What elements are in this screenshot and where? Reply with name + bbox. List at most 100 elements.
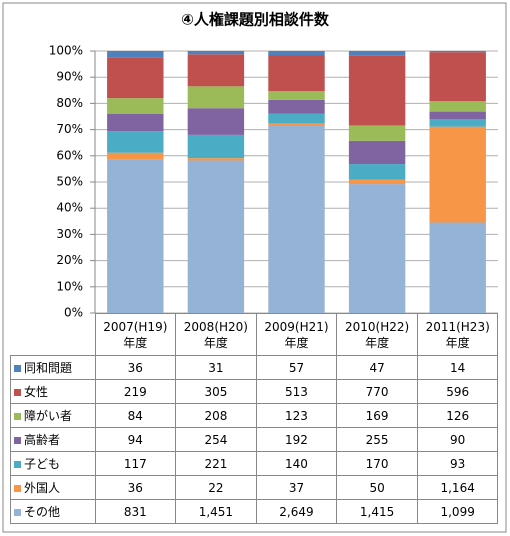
table-cell: 1,164 bbox=[416, 475, 499, 500]
legend-entry: 子ども bbox=[10, 451, 96, 476]
legend-key bbox=[14, 461, 21, 468]
table-cell: 50 bbox=[336, 475, 418, 500]
legend-entry: 同和問題 bbox=[10, 355, 96, 380]
bar-segment bbox=[107, 152, 164, 160]
bar-segment bbox=[187, 160, 245, 313]
bar-segment bbox=[268, 55, 325, 92]
table-cell: 219 bbox=[94, 379, 177, 404]
legend-key bbox=[14, 509, 21, 516]
table-cell: 170 bbox=[336, 451, 418, 476]
y-tick-label: 80% bbox=[56, 96, 83, 110]
legend-entry: その他 bbox=[10, 499, 96, 524]
bar-segment bbox=[429, 119, 486, 127]
bar-segment bbox=[268, 91, 325, 100]
table-cell: 1,415 bbox=[336, 499, 418, 524]
y-tick-label: 10% bbox=[56, 279, 83, 293]
data-table: 2007(H19) 年度 2008(H20) 年度 2009(H21) 年度 2010… bbox=[10, 313, 499, 524]
bar-segment bbox=[348, 179, 406, 185]
legend-key bbox=[14, 485, 21, 492]
table-cell: 14 bbox=[416, 355, 499, 380]
table-cell: 57 bbox=[255, 355, 338, 380]
y-tick-label: 40% bbox=[56, 201, 83, 215]
legend-label: 同和問題 bbox=[24, 361, 73, 375]
bar-segment bbox=[107, 159, 164, 313]
table-cell: 36 bbox=[94, 355, 177, 380]
bar-segment bbox=[429, 51, 486, 53]
x-tick-label: 2009(H21) 年度 bbox=[255, 313, 338, 356]
table-row: 女性 219 305 513 770 596 bbox=[10, 379, 499, 404]
table-cell: 117 bbox=[94, 451, 177, 476]
bar-segment bbox=[268, 99, 325, 114]
bar-segment bbox=[268, 123, 325, 126]
bar-segment bbox=[348, 125, 406, 141]
bar-segment bbox=[107, 57, 164, 99]
table-cell: 1,099 bbox=[416, 499, 499, 524]
bar-segment bbox=[187, 108, 245, 135]
legend-label: 女性 bbox=[24, 385, 49, 399]
table-cell: 596 bbox=[416, 379, 499, 404]
table-cell: 770 bbox=[336, 379, 418, 404]
y-tick-label: 50% bbox=[56, 175, 83, 189]
table-cell: 90 bbox=[416, 427, 499, 452]
table-row: 同和問題 36 31 57 47 14 bbox=[10, 355, 499, 380]
table-row: 外国人 36 22 37 50 1,164 bbox=[10, 475, 499, 500]
x-tick-label: 2008(H20) 年度 bbox=[175, 313, 257, 356]
table-row: 子ども 117 221 140 170 93 bbox=[10, 451, 499, 476]
bar-segment bbox=[187, 86, 245, 109]
legend-key bbox=[14, 389, 21, 396]
legend-label: その他 bbox=[24, 505, 61, 519]
bar-segment bbox=[348, 184, 406, 313]
legend-key bbox=[14, 413, 21, 420]
bar-segment bbox=[429, 111, 486, 120]
table-cell: 126 bbox=[416, 403, 499, 428]
y-tick-label: 100% bbox=[49, 44, 83, 58]
bar-segment bbox=[187, 54, 245, 87]
table-cell: 84 bbox=[94, 403, 177, 428]
table-cell: 47 bbox=[336, 355, 418, 380]
legend-label: 高齢者 bbox=[24, 433, 61, 447]
x-tick-label: 2007(H19) 年度 bbox=[94, 313, 177, 356]
x-tick-label: 2010(H22) 年度 bbox=[336, 313, 418, 356]
legend-label: 外国人 bbox=[24, 481, 61, 495]
legend-key bbox=[14, 437, 21, 444]
legend-entry: 高齢者 bbox=[10, 427, 96, 452]
table-cell: 31 bbox=[175, 355, 257, 380]
y-tick-label: 20% bbox=[56, 253, 83, 267]
table-row: その他 831 1,451 2,649 1,415 1,099 bbox=[10, 499, 499, 524]
bar-segment bbox=[107, 51, 164, 58]
table-cell: 255 bbox=[336, 427, 418, 452]
table-cell: 831 bbox=[94, 499, 177, 524]
bar-segment bbox=[348, 164, 406, 180]
table-cell: 22 bbox=[175, 475, 257, 500]
bar-segment bbox=[429, 52, 486, 102]
bar-segment bbox=[348, 51, 406, 56]
y-tick-label: 60% bbox=[56, 148, 83, 162]
bar-segment bbox=[348, 55, 406, 126]
bar-segment bbox=[187, 51, 245, 55]
table-cell: 93 bbox=[416, 451, 499, 476]
bar-segment bbox=[429, 222, 486, 313]
table-cell: 123 bbox=[255, 403, 338, 428]
legend-key bbox=[14, 365, 21, 372]
bar-segment bbox=[268, 51, 325, 56]
bar-segment bbox=[268, 125, 325, 313]
y-tick-label: 90% bbox=[56, 70, 83, 84]
table-cell: 2,649 bbox=[255, 499, 338, 524]
table-cell: 192 bbox=[255, 427, 338, 452]
table-cell: 305 bbox=[175, 379, 257, 404]
chart-title: ④人権課題別相談件数 bbox=[181, 11, 330, 29]
y-tick-label: 70% bbox=[56, 122, 83, 136]
bar-segment bbox=[187, 158, 245, 161]
legend-label: 障がい者 bbox=[24, 409, 73, 423]
legend-label: 子ども bbox=[24, 457, 61, 471]
table-cell: 208 bbox=[175, 403, 257, 428]
table-row: 高齢者 94 254 192 255 90 bbox=[10, 427, 499, 452]
table-cell: 1,451 bbox=[175, 499, 257, 524]
table-cell: 140 bbox=[255, 451, 338, 476]
table-cell: 254 bbox=[175, 427, 257, 452]
bar-segment bbox=[268, 113, 325, 124]
legend-entry: 女性 bbox=[10, 379, 96, 404]
